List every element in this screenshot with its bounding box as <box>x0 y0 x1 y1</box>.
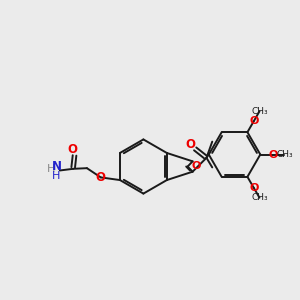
Text: O: O <box>95 171 106 184</box>
Text: O: O <box>67 143 77 157</box>
Text: O: O <box>249 183 258 193</box>
Text: CH₃: CH₃ <box>276 150 293 159</box>
Text: O: O <box>185 138 195 151</box>
Text: O: O <box>192 161 201 171</box>
Text: H: H <box>52 171 61 181</box>
Text: N: N <box>52 160 61 173</box>
Text: O: O <box>249 116 258 126</box>
Text: CH₃: CH₃ <box>251 107 268 116</box>
Text: H: H <box>46 164 55 175</box>
Text: CH₃: CH₃ <box>251 193 268 202</box>
Text: O: O <box>268 149 278 160</box>
